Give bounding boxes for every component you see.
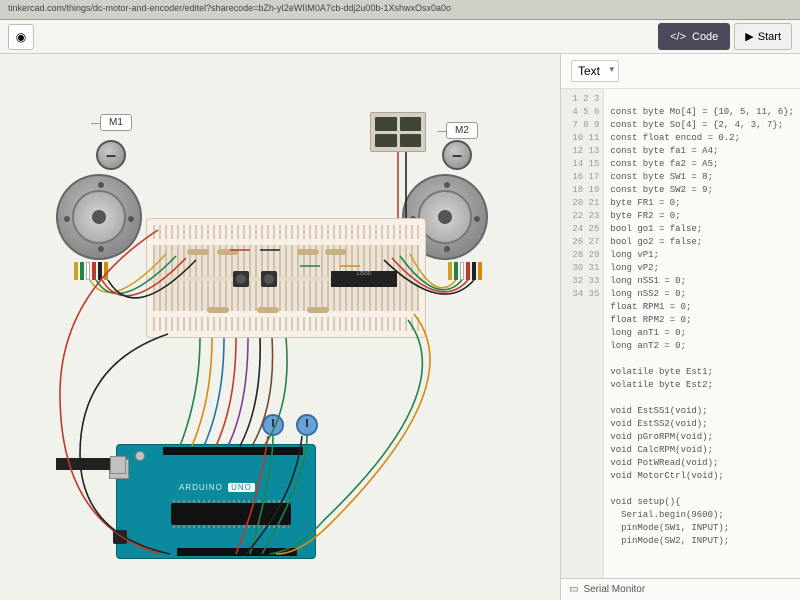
pushbutton-2[interactable] xyxy=(261,271,277,287)
code-mode-dropdown[interactable]: Text xyxy=(571,60,619,82)
motor1-label: M1 xyxy=(100,114,132,131)
code-button[interactable]: </> Code xyxy=(658,23,730,50)
motor1-cap: – xyxy=(96,140,126,170)
resistor[interactable] xyxy=(207,307,229,313)
resistor[interactable] xyxy=(325,249,347,255)
ic-chip[interactable]: L293D xyxy=(331,271,397,287)
arduino-logo: ARDUINO UNO xyxy=(179,483,255,492)
potentiometer-2[interactable] xyxy=(296,414,318,436)
reset-button[interactable] xyxy=(135,451,145,461)
motor1-connector xyxy=(74,262,108,280)
start-button[interactable]: ▶ Start xyxy=(734,23,792,50)
code-panel: Text 1 2 3 4 5 6 7 8 9 10 11 12 13 14 15… xyxy=(560,54,800,600)
toolbar: ◉ </> Code ▶ Start xyxy=(0,20,800,54)
resistor[interactable] xyxy=(187,249,209,255)
line-gutter: 1 2 3 4 5 6 7 8 9 10 11 12 13 14 15 16 1… xyxy=(561,89,604,578)
resistor[interactable] xyxy=(297,249,319,255)
potentiometer-1[interactable] xyxy=(262,414,284,436)
monitor-icon: ▭ xyxy=(569,584,578,595)
code-lines[interactable]: const byte Mo[4] = {10, 5, 11, 6}; const… xyxy=(604,89,800,578)
display-module[interactable] xyxy=(370,112,426,152)
breadboard[interactable]: L293D xyxy=(146,218,426,338)
motor1[interactable] xyxy=(56,174,142,260)
resistor[interactable] xyxy=(307,307,329,313)
resistor[interactable] xyxy=(217,249,239,255)
resistor[interactable] xyxy=(257,307,279,313)
usb-cable xyxy=(56,458,116,470)
code-editor[interactable]: 1 2 3 4 5 6 7 8 9 10 11 12 13 14 15 16 1… xyxy=(561,89,800,578)
camera-icon[interactable]: ◉ xyxy=(8,24,34,50)
main: M1 M2 – – xyxy=(0,54,800,600)
digital-header xyxy=(163,447,303,455)
code-header: Text xyxy=(561,54,800,89)
power-jack xyxy=(113,530,127,544)
motor2-label: M2 xyxy=(446,122,478,139)
code-icon: </> xyxy=(670,31,686,43)
circuit-canvas[interactable]: M1 M2 – – xyxy=(0,54,560,600)
motor2-connector xyxy=(448,262,482,280)
serial-monitor-label: Serial Monitor xyxy=(583,584,645,595)
arduino-uno[interactable]: ARDUINO UNO xyxy=(116,444,316,559)
pushbutton-1[interactable] xyxy=(233,271,249,287)
motor2-cap: – xyxy=(442,140,472,170)
start-button-label: Start xyxy=(758,31,781,43)
code-button-label: Code xyxy=(692,31,718,43)
play-icon: ▶ xyxy=(745,30,753,43)
atmega-chip xyxy=(171,503,291,525)
serial-monitor-toggle[interactable]: ▭ Serial Monitor xyxy=(561,578,800,600)
url-bar: tinkercad.com/things/dc-motor-and-encode… xyxy=(0,0,800,20)
analog-header xyxy=(177,548,297,556)
